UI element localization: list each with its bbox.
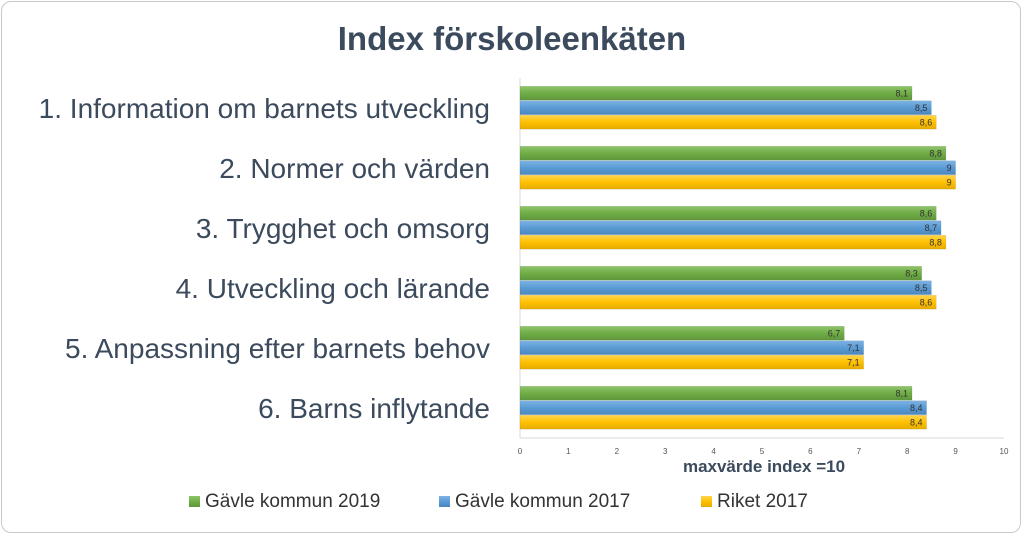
bar <box>519 160 956 175</box>
x-tick-label: 0 <box>518 447 523 456</box>
x-tick-label: 4 <box>711 447 716 456</box>
bar <box>519 206 937 221</box>
x-tick-label: 6 <box>808 447 813 456</box>
data-label: 8,4 <box>910 418 923 428</box>
legend-swatch <box>439 496 450 507</box>
data-label: 8,6 <box>920 118 933 128</box>
data-label: 8,5 <box>915 283 928 293</box>
x-axis-label: maxvärde index =10 <box>683 457 845 476</box>
bar <box>519 86 913 101</box>
data-label: 8,1 <box>896 89 909 99</box>
bar <box>519 266 922 281</box>
data-label: 8,8 <box>929 149 942 159</box>
bar <box>519 220 942 235</box>
bar <box>519 100 932 115</box>
x-tick-label: 9 <box>953 447 958 456</box>
bar <box>519 355 864 370</box>
legend-label: Gävle kommun 2019 <box>205 491 380 512</box>
category-label: 5. Anpassning efter barnets behov <box>65 333 490 364</box>
bar <box>519 115 937 130</box>
category-label: 2. Normer och värden <box>219 153 490 184</box>
bar <box>519 340 864 355</box>
bar <box>519 175 956 190</box>
data-label: 8,5 <box>915 103 928 113</box>
legend-swatch <box>701 496 712 507</box>
data-label: 6,7 <box>828 329 841 339</box>
data-label: 7,1 <box>847 343 860 353</box>
bar <box>519 235 947 250</box>
x-tick-label: 7 <box>857 447 862 456</box>
category-label: 4. Utveckling och lärande <box>176 273 490 304</box>
bar <box>519 146 947 161</box>
x-tick-label: 1 <box>566 447 571 456</box>
bar <box>519 295 937 310</box>
legend: Gävle kommun 2019 Gävle kommun 2017 Riket … <box>189 491 808 512</box>
bar <box>519 386 913 401</box>
x-tick-label: 3 <box>663 447 668 456</box>
data-label: 8,6 <box>920 298 933 308</box>
data-label: 8,4 <box>910 403 923 413</box>
data-label: 8,7 <box>925 223 938 233</box>
x-tick-label: 10 <box>1000 447 1009 456</box>
bar <box>519 415 927 430</box>
bar <box>519 326 845 341</box>
data-label: 8,8 <box>929 238 942 248</box>
category-label: 3. Trygghet och omsorg <box>196 213 490 244</box>
data-label: 9 <box>947 178 952 188</box>
legend-label: Gävle kommun 2017 <box>455 491 630 512</box>
data-label: 7,1 <box>847 358 860 368</box>
data-label: 8,3 <box>905 269 918 279</box>
legend-swatch <box>189 496 200 507</box>
data-label: 9 <box>947 163 952 173</box>
data-label: 8,6 <box>920 209 933 219</box>
plot-area: 0 1 2 3 4 5 6 7 8 9 10 1. Information om barnets ut… <box>39 78 1009 456</box>
bar <box>519 400 927 415</box>
chart-title: Index förskoleenkäten <box>338 20 686 57</box>
bar <box>519 280 932 295</box>
x-tick-label: 2 <box>615 447 620 456</box>
category-label: 1. Information om barnets utveckling <box>39 93 490 124</box>
x-tick-label: 8 <box>905 447 910 456</box>
x-tick-label: 5 <box>760 447 765 456</box>
category-label: 6. Barns inflytande <box>258 393 490 424</box>
data-label: 8,1 <box>896 389 909 399</box>
legend-label: Riket 2017 <box>717 491 808 512</box>
